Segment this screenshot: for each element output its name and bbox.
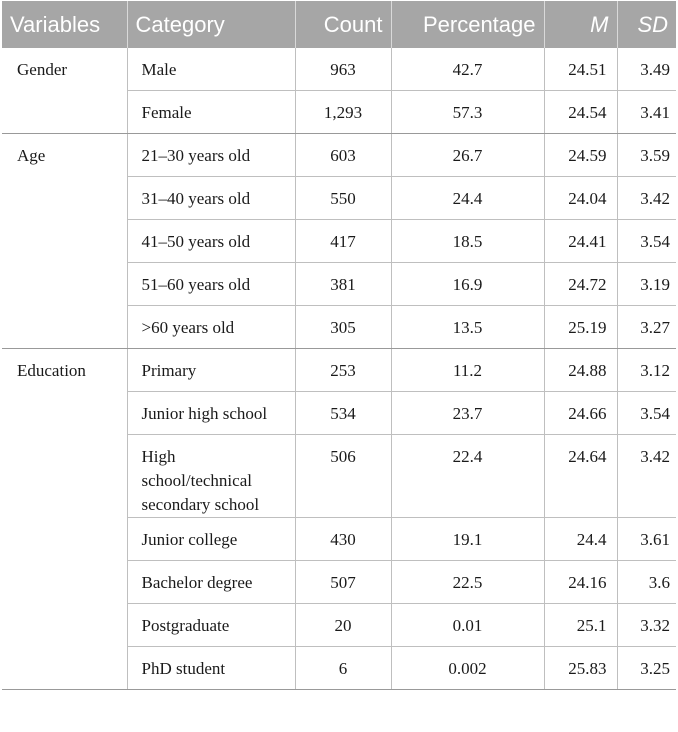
percentage-cell: 26.7 (391, 133, 545, 177)
category-cell: 41–50 years old (127, 219, 296, 263)
sd-cell: 3.32 (617, 603, 676, 647)
count-cell: 603 (295, 133, 392, 177)
count-cell: 381 (295, 262, 392, 306)
category-cell: Junior college (127, 517, 296, 561)
count-cell: 1,293 (295, 90, 392, 134)
percentage-cell: 42.7 (391, 48, 545, 91)
count-cell: 550 (295, 176, 392, 220)
header-percentage: Percentage (391, 1, 545, 48)
count-cell: 506 (295, 434, 392, 518)
table-row: Age 21–30 years old 603 26.7 24.59 3.59 (2, 133, 676, 349)
header-sd: SD (617, 1, 676, 48)
sd-cell: 3.42 (617, 176, 676, 220)
mean-cell: 25.1 (544, 603, 618, 647)
table-row: Female 1,293 57.3 24.54 3.41 (2, 90, 676, 134)
category-cell: Postgraduate (127, 603, 296, 647)
percentage-cell: 13.5 (391, 305, 545, 349)
mean-cell: 24.51 (544, 48, 618, 91)
table-row: High school/technical secondary school 50… (2, 434, 676, 518)
percentage-cell: 23.7 (391, 391, 545, 435)
count-cell: 20 (295, 603, 392, 647)
sd-cell: 3.41 (617, 90, 676, 134)
mean-cell: 24.16 (544, 560, 618, 604)
table-row: Education Primary 253 11.2 24.88 3.12 (2, 348, 676, 690)
count-cell: 963 (295, 48, 392, 91)
table-row: >60 years old 305 13.5 25.19 3.27 (2, 305, 676, 349)
category-cell: PhD student (127, 646, 296, 690)
table-row: 51–60 years old 381 16.9 24.72 3.19 (2, 262, 676, 306)
mean-cell: 25.83 (544, 646, 618, 690)
mean-cell: 24.04 (544, 176, 618, 220)
category-cell: Junior high school (127, 391, 296, 435)
table-row: 41–50 years old 417 18.5 24.41 3.54 (2, 219, 676, 263)
header-row: Variables Category Count Percentage M SD (2, 1, 676, 48)
category-cell: >60 years old (127, 305, 296, 349)
mean-cell: 25.19 (544, 305, 618, 349)
table-row: PhD student 6 0.002 25.83 3.25 (2, 646, 676, 690)
category-cell: 51–60 years old (127, 262, 296, 306)
count-cell: 534 (295, 391, 392, 435)
percentage-cell: 22.5 (391, 560, 545, 604)
percentage-cell: 19.1 (391, 517, 545, 561)
table-row: Postgraduate 20 0.01 25.1 3.32 (2, 603, 676, 647)
category-cell: Bachelor degree (127, 560, 296, 604)
sd-cell: 3.27 (617, 305, 676, 349)
percentage-cell: 24.4 (391, 176, 545, 220)
sd-cell: 3.54 (617, 391, 676, 435)
percentage-cell: 0.01 (391, 603, 545, 647)
sd-cell: 3.25 (617, 646, 676, 690)
sd-cell: 3.42 (617, 434, 676, 518)
table-body: Gender Male 963 42.7 24.51 3.49 Female 1,293 57.… (2, 48, 676, 690)
mean-cell: 24.66 (544, 391, 618, 435)
mean-cell: 24.88 (544, 348, 618, 392)
percentage-cell: 22.4 (391, 434, 545, 518)
table-row: Junior college 430 19.1 24.4 3.61 (2, 517, 676, 561)
mean-cell: 24.41 (544, 219, 618, 263)
header-variables: Variables (2, 1, 128, 48)
count-cell: 430 (295, 517, 392, 561)
table-row: 31–40 years old 550 24.4 24.04 3.42 (2, 176, 676, 220)
sd-cell: 3.6 (617, 560, 676, 604)
mean-cell: 24.64 (544, 434, 618, 518)
mean-cell: 24.54 (544, 90, 618, 134)
category-cell: Primary (127, 348, 296, 392)
variable-cell: Gender (2, 48, 128, 134)
percentage-cell: 18.5 (391, 219, 545, 263)
category-cell: 21–30 years old (127, 133, 296, 177)
table-header: Variables Category Count Percentage M SD (2, 1, 676, 48)
table-row: Bachelor degree 507 22.5 24.16 3.6 (2, 560, 676, 604)
percentage-cell: 57.3 (391, 90, 545, 134)
mean-cell: 24.4 (544, 517, 618, 561)
count-cell: 253 (295, 348, 392, 392)
mean-cell: 24.72 (544, 262, 618, 306)
mean-cell: 24.59 (544, 133, 618, 177)
header-mean: M (544, 1, 618, 48)
variable-cell: Education (2, 348, 128, 690)
demographics-table: Variables Category Count Percentage M SD… (2, 1, 676, 690)
variable-cell: Age (2, 133, 128, 349)
sd-cell: 3.12 (617, 348, 676, 392)
sd-cell: 3.19 (617, 262, 676, 306)
header-count: Count (295, 1, 392, 48)
percentage-cell: 0.002 (391, 646, 545, 690)
category-cell: High school/technical secondary school (127, 434, 296, 518)
table-row: Gender Male 963 42.7 24.51 3.49 (2, 48, 676, 134)
percentage-cell: 11.2 (391, 348, 545, 392)
category-cell: 31–40 years old (127, 176, 296, 220)
category-cell: Male (127, 48, 296, 91)
count-cell: 305 (295, 305, 392, 349)
count-cell: 6 (295, 646, 392, 690)
percentage-cell: 16.9 (391, 262, 545, 306)
sd-cell: 3.54 (617, 219, 676, 263)
count-cell: 507 (295, 560, 392, 604)
header-category: Category (127, 1, 296, 48)
count-cell: 417 (295, 219, 392, 263)
sd-cell: 3.61 (617, 517, 676, 561)
sd-cell: 3.59 (617, 133, 676, 177)
table-row: Junior high school 534 23.7 24.66 3.54 (2, 391, 676, 435)
category-cell: Female (127, 90, 296, 134)
sd-cell: 3.49 (617, 48, 676, 91)
